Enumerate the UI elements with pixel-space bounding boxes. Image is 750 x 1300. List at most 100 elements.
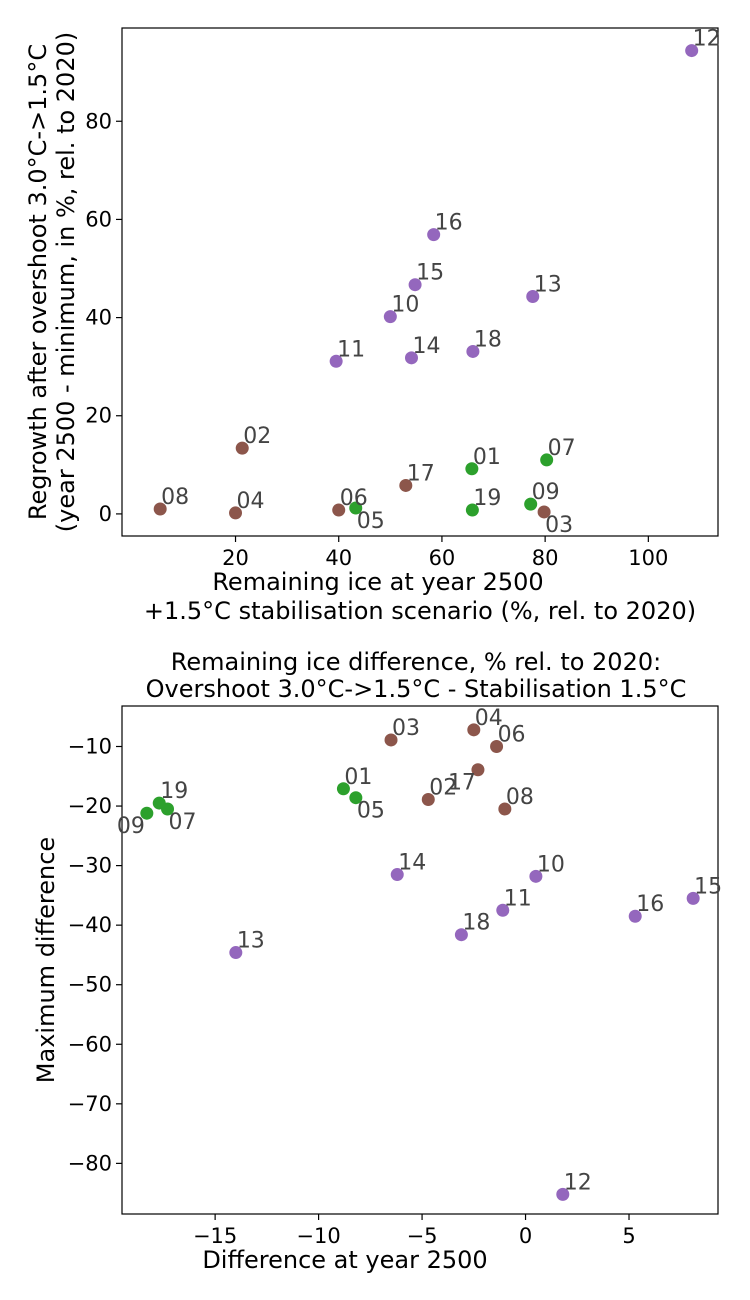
data-point-08	[153, 502, 167, 516]
data-point-18	[454, 928, 468, 942]
plot-frame	[121, 27, 719, 537]
data-point-14	[404, 351, 418, 365]
data-point-01	[465, 462, 479, 476]
data-point-14	[390, 868, 404, 882]
data-point-01	[336, 782, 350, 796]
data-point-04	[229, 506, 243, 520]
data-point-11	[496, 903, 510, 917]
data-point-07	[540, 453, 554, 467]
data-point-03	[537, 505, 551, 519]
point-label-15: 15	[416, 261, 444, 286]
data-point-06	[332, 503, 346, 517]
y-tick-label: −60	[68, 1032, 112, 1056]
point-label-11: 11	[504, 886, 532, 911]
data-point-13	[229, 946, 243, 960]
point-label-13: 13	[534, 272, 562, 297]
point-label-07: 07	[169, 810, 197, 835]
point-label-05: 05	[357, 799, 385, 824]
point-label-16: 16	[636, 892, 664, 917]
point-label-17: 17	[448, 771, 476, 796]
point-label-18: 18	[462, 911, 490, 936]
y-tick-label: −70	[68, 1092, 112, 1116]
data-point-09	[524, 497, 538, 511]
point-label-05: 05	[357, 509, 385, 534]
x-axis-label: Difference at year 2500	[202, 1246, 487, 1274]
x-tick-label: 60	[429, 546, 456, 570]
point-label-07: 07	[548, 436, 576, 461]
plot-frame	[121, 705, 719, 1215]
y-tick-label: 60	[85, 207, 112, 231]
point-label-12: 12	[693, 27, 721, 52]
x-tick-label: −15	[193, 1224, 237, 1248]
data-point-05	[349, 501, 363, 515]
data-point-11	[329, 354, 343, 368]
x-tick-label: 40	[325, 546, 352, 570]
x-tick-label: 5	[622, 1224, 635, 1248]
x-tick-label: 80	[532, 546, 559, 570]
point-label-19: 19	[473, 486, 501, 511]
data-point-02	[235, 441, 249, 455]
point-label-19: 19	[160, 779, 188, 804]
y-tick-label: −80	[68, 1151, 112, 1175]
point-label-17: 17	[407, 461, 435, 486]
y-tick-label: 40	[85, 306, 112, 330]
y-axis-label: (year 2500 - minimum, in %, rel. to 2020…	[52, 32, 80, 532]
data-point-08	[498, 802, 512, 816]
y-tick-label: 0	[99, 502, 112, 526]
x-tick-label: −5	[407, 1224, 438, 1248]
y-tick-label: 20	[85, 404, 112, 428]
y-tick-label: −50	[68, 973, 112, 997]
y-axis-label: Regrowth after overshoot 3.0°C->1.5°C	[24, 44, 52, 520]
point-label-04: 04	[237, 489, 265, 514]
data-point-18	[466, 344, 480, 358]
data-point-05	[349, 791, 363, 805]
data-point-10	[529, 869, 543, 883]
point-label-04: 04	[475, 706, 503, 731]
point-label-14: 14	[412, 334, 440, 359]
point-label-10: 10	[391, 293, 419, 318]
point-label-09: 09	[532, 480, 560, 505]
data-point-09	[140, 806, 154, 820]
point-label-03: 03	[392, 716, 420, 741]
point-label-11: 11	[337, 337, 365, 362]
point-label-15: 15	[694, 874, 722, 899]
data-point-19	[152, 796, 166, 810]
point-label-14: 14	[398, 851, 426, 876]
point-label-02: 02	[243, 424, 271, 449]
point-label-10: 10	[537, 852, 565, 877]
point-label-03: 03	[545, 513, 573, 538]
data-point-12	[685, 44, 699, 58]
point-label-09: 09	[117, 814, 145, 839]
data-point-16	[628, 909, 642, 923]
y-axis-label: Maximum difference	[32, 837, 60, 1083]
data-point-03	[384, 733, 398, 747]
y-tick-label: −30	[68, 854, 112, 878]
data-point-02	[421, 793, 435, 807]
point-label-12: 12	[564, 1170, 592, 1195]
y-tick-label: −10	[68, 734, 112, 758]
point-label-13: 13	[237, 929, 265, 954]
x-tick-label: 100	[628, 546, 668, 570]
point-label-02: 02	[429, 776, 457, 801]
x-tick-label: −10	[296, 1224, 340, 1248]
point-label-18: 18	[474, 327, 502, 352]
data-point-04	[467, 723, 481, 737]
data-point-13	[526, 289, 540, 303]
point-label-01: 01	[344, 765, 372, 790]
difference-scatter-chart: −15 −10 −5 0 5−10−20−30−40−50−60−70−80Remain…	[32, 648, 722, 1274]
data-point-17	[399, 478, 413, 492]
point-label-01: 01	[473, 445, 501, 470]
data-point-16	[427, 228, 441, 242]
data-point-12	[556, 1187, 570, 1201]
data-point-15	[686, 891, 700, 905]
y-tick-label: −20	[68, 794, 112, 818]
chart-title: Remaining ice difference, % rel. to 2020…	[171, 648, 661, 676]
point-label-08: 08	[161, 485, 189, 510]
x-axis-label: +1.5°C stabilisation scenario (%, rel. t…	[144, 597, 696, 625]
x-tick-label: 0	[519, 1224, 532, 1248]
point-label-08: 08	[506, 785, 534, 810]
data-point-17	[471, 763, 485, 777]
point-label-06: 06	[498, 722, 526, 747]
